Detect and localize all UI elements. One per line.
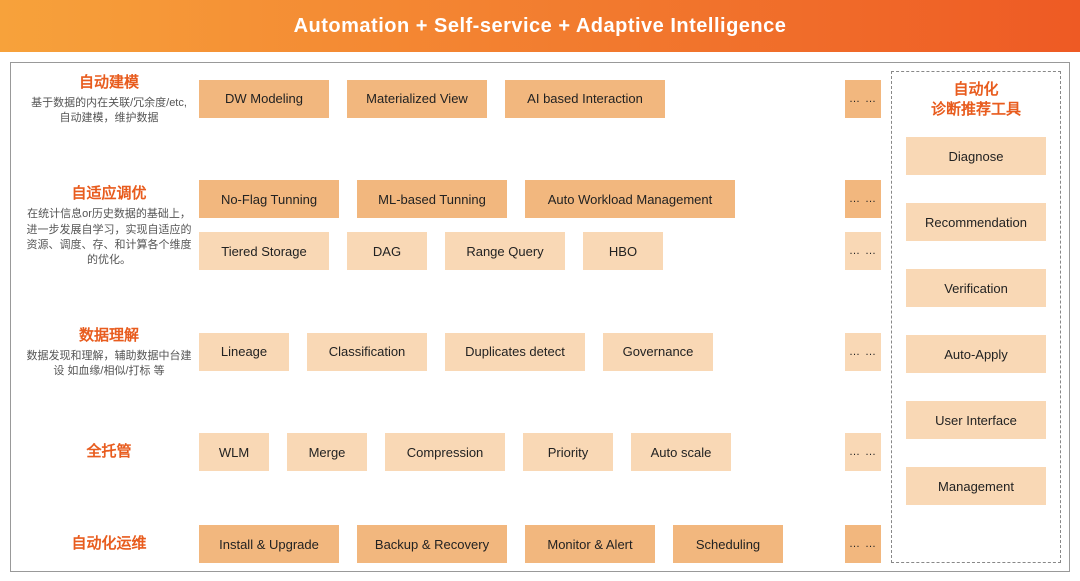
category-row: 自动化运维 Install & Upgrade Backup & Recovery M… [19, 525, 881, 563]
box-group: WLM Merge Compression Priority Auto scale … … [199, 433, 881, 471]
feature-box: Merge [287, 433, 367, 471]
left-column: 自动建模基于数据的内在关联/冗余度/etc, 自动建模，维护数据DW Model… [19, 71, 891, 563]
feature-box: Scheduling [673, 525, 783, 563]
ellipsis-box: … … [845, 80, 881, 118]
ellipsis-box: … … [845, 525, 881, 563]
feature-box: Materialized View [347, 80, 487, 118]
box-group: No-Flag Tunning ML-based Tunning Auto Work… [199, 180, 881, 270]
right-panel-title: 自动化诊断推荐工具 [931, 80, 1021, 119]
feature-box: DAG [347, 232, 427, 270]
box-row: No-Flag Tunning ML-based Tunning Auto Work… [199, 180, 881, 218]
feature-box: No-Flag Tunning [199, 180, 339, 218]
category-title: 全托管 [25, 440, 193, 461]
feature-box: Compression [385, 433, 505, 471]
box-row: DW Modeling Materialized View AI based Int… [199, 80, 881, 118]
tool-box: User Interface [906, 401, 1046, 439]
main-container: 自动建模基于数据的内在关联/冗余度/etc, 自动建模，维护数据DW Model… [10, 62, 1070, 572]
category-row: 全托管 WLM Merge Compression Priority Auto scale… [19, 433, 881, 471]
feature-box: Auto Workload Management [525, 180, 735, 218]
feature-box: Install & Upgrade [199, 525, 339, 563]
category-label: 自动建模基于数据的内在关联/冗余度/etc, 自动建模，维护数据 [19, 71, 199, 127]
category-desc: 基于数据的内在关联/冗余度/etc, 自动建模，维护数据 [25, 96, 193, 127]
tool-box: Recommendation [906, 203, 1046, 241]
feature-box: Duplicates detect [445, 333, 585, 371]
box-group: Lineage Classification Duplicates detect Go… [199, 333, 881, 371]
feature-box: Lineage [199, 333, 289, 371]
category-title: 自适应调优 [25, 182, 193, 203]
feature-box: Auto scale [631, 433, 731, 471]
ellipsis-box: … … [845, 180, 881, 218]
tool-box: Diagnose [906, 137, 1046, 175]
category-label: 自动化运维 [19, 532, 199, 557]
box-row: WLM Merge Compression Priority Auto scale … … [199, 433, 881, 471]
box-row: Tiered Storage DAG Range Query HBO … … [199, 232, 881, 270]
tool-box: Verification [906, 269, 1046, 307]
tool-box: Management [906, 467, 1046, 505]
feature-box: ML-based Tunning [357, 180, 507, 218]
category-desc: 数据发现和理解，辅助数据中台建设 如血缘/相似/打标 等 [25, 349, 193, 380]
header-text: Automation + Self-service + Adaptive Int… [294, 15, 787, 38]
feature-box: WLM [199, 433, 269, 471]
category-row: 数据理解数据发现和理解，辅助数据中台建设 如血缘/相似/打标 等Lineage C… [19, 324, 881, 380]
right-panel: 自动化诊断推荐工具 Diagnose Recommendation Verifica… [891, 71, 1061, 563]
category-row: 自动建模基于数据的内在关联/冗余度/etc, 自动建模，维护数据DW Model… [19, 71, 881, 127]
feature-box: Monitor & Alert [525, 525, 655, 563]
ellipsis-box: … … [845, 433, 881, 471]
ellipsis-box: … … [845, 333, 881, 371]
feature-box: Tiered Storage [199, 232, 329, 270]
feature-box: Priority [523, 433, 613, 471]
ellipsis-box: … … [845, 232, 881, 270]
feature-box: Governance [603, 333, 713, 371]
box-group: DW Modeling Materialized View AI based Int… [199, 80, 881, 118]
tool-box: Auto-Apply [906, 335, 1046, 373]
feature-box: DW Modeling [199, 80, 329, 118]
category-label: 数据理解数据发现和理解，辅助数据中台建设 如血缘/相似/打标 等 [19, 324, 199, 380]
category-desc: 在统计信息or历史数据的基础上，进一步发展自学习，实现自适应的资源、调度、存、和… [25, 207, 193, 269]
feature-box: AI based Interaction [505, 80, 665, 118]
box-row: Install & Upgrade Backup & Recovery Monito… [199, 525, 881, 563]
feature-box: Backup & Recovery [357, 525, 507, 563]
feature-box: Range Query [445, 232, 565, 270]
box-row: Lineage Classification Duplicates detect Go… [199, 333, 881, 371]
feature-box: Classification [307, 333, 427, 371]
category-row: 自适应调优在统计信息or历史数据的基础上，进一步发展自学习，实现自适应的资源、调… [19, 180, 881, 270]
category-label: 自适应调优在统计信息or历史数据的基础上，进一步发展自学习，实现自适应的资源、调… [19, 182, 199, 269]
category-title: 自动化运维 [25, 532, 193, 553]
box-group: Install & Upgrade Backup & Recovery Monito… [199, 525, 881, 563]
category-title: 自动建模 [25, 71, 193, 92]
header-banner: Automation + Self-service + Adaptive Int… [0, 0, 1080, 52]
category-title: 数据理解 [25, 324, 193, 345]
category-label: 全托管 [19, 440, 199, 465]
feature-box: HBO [583, 232, 663, 270]
